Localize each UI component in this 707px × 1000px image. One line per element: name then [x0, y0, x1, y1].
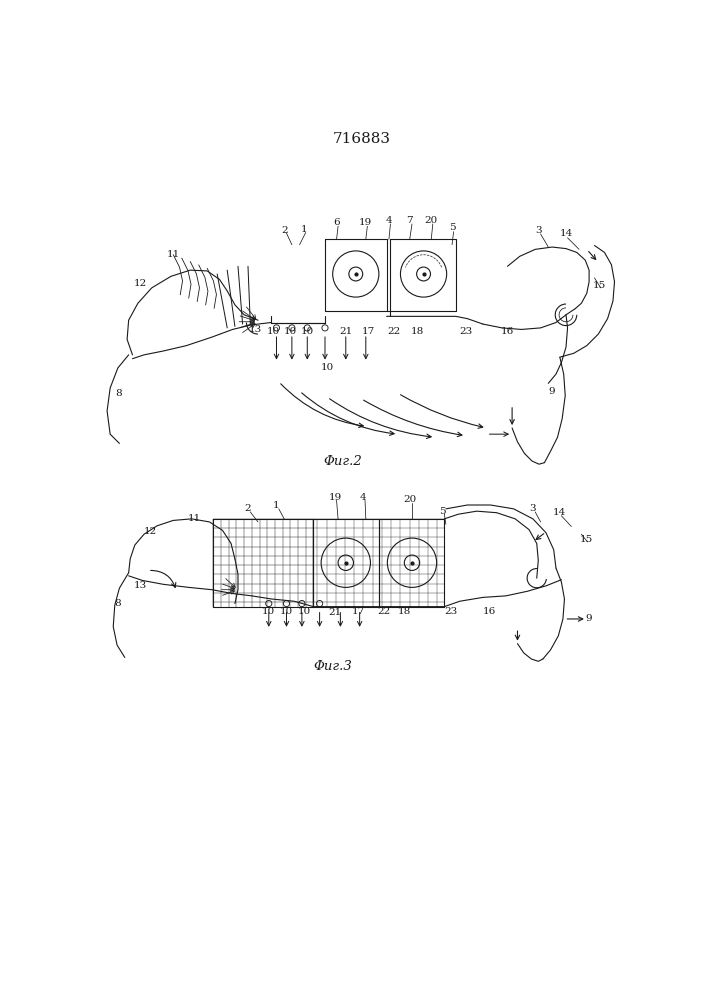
Text: 1: 1: [273, 501, 280, 510]
Text: 716883: 716883: [333, 132, 391, 146]
Text: 19: 19: [359, 218, 373, 227]
Text: 10: 10: [321, 363, 334, 372]
Text: 10: 10: [267, 327, 280, 336]
Text: 8: 8: [114, 599, 120, 608]
Text: 1: 1: [301, 225, 308, 234]
Text: 10: 10: [298, 607, 311, 616]
Text: 5: 5: [449, 223, 455, 232]
Text: 18: 18: [411, 327, 424, 336]
Text: 22: 22: [378, 607, 391, 616]
Text: 17: 17: [351, 607, 365, 616]
Text: 21: 21: [339, 327, 352, 336]
Text: 13: 13: [134, 581, 147, 590]
Text: 23: 23: [460, 327, 472, 336]
Text: 9: 9: [549, 387, 556, 396]
Text: 14: 14: [553, 508, 566, 517]
Text: 12: 12: [144, 527, 157, 536]
Text: Φиг.2: Φиг.2: [323, 455, 362, 468]
Text: 19: 19: [328, 493, 341, 502]
Text: 10: 10: [262, 607, 276, 616]
Text: 10: 10: [280, 607, 293, 616]
Text: 14: 14: [559, 229, 573, 238]
Text: 23: 23: [444, 607, 457, 616]
Text: 10: 10: [284, 327, 297, 336]
Text: 4: 4: [385, 216, 392, 225]
Text: 22: 22: [387, 327, 401, 336]
Text: 20: 20: [403, 495, 416, 504]
Text: 11: 11: [187, 514, 201, 523]
Text: 2: 2: [245, 504, 251, 513]
Text: 8: 8: [115, 389, 122, 398]
Text: 21: 21: [328, 608, 341, 617]
Text: 4: 4: [360, 493, 367, 502]
Text: 9: 9: [586, 614, 592, 623]
Text: 20: 20: [424, 216, 437, 225]
Text: 3: 3: [530, 504, 536, 513]
Text: 10: 10: [300, 327, 314, 336]
Text: 13: 13: [249, 325, 262, 334]
Text: 15: 15: [580, 535, 593, 544]
Text: 3: 3: [536, 226, 542, 235]
Text: 5: 5: [440, 507, 446, 516]
Text: 17: 17: [362, 327, 375, 336]
Text: 7: 7: [407, 216, 413, 225]
Text: 12: 12: [134, 279, 147, 288]
Text: 2: 2: [281, 226, 288, 235]
Text: 6: 6: [333, 218, 340, 227]
Text: Φиг.3: Φиг.3: [313, 660, 352, 673]
Text: 18: 18: [397, 607, 411, 616]
Text: 15: 15: [593, 281, 607, 290]
Text: 16: 16: [501, 327, 514, 336]
Text: 16: 16: [482, 607, 496, 616]
Text: 11: 11: [167, 250, 180, 259]
